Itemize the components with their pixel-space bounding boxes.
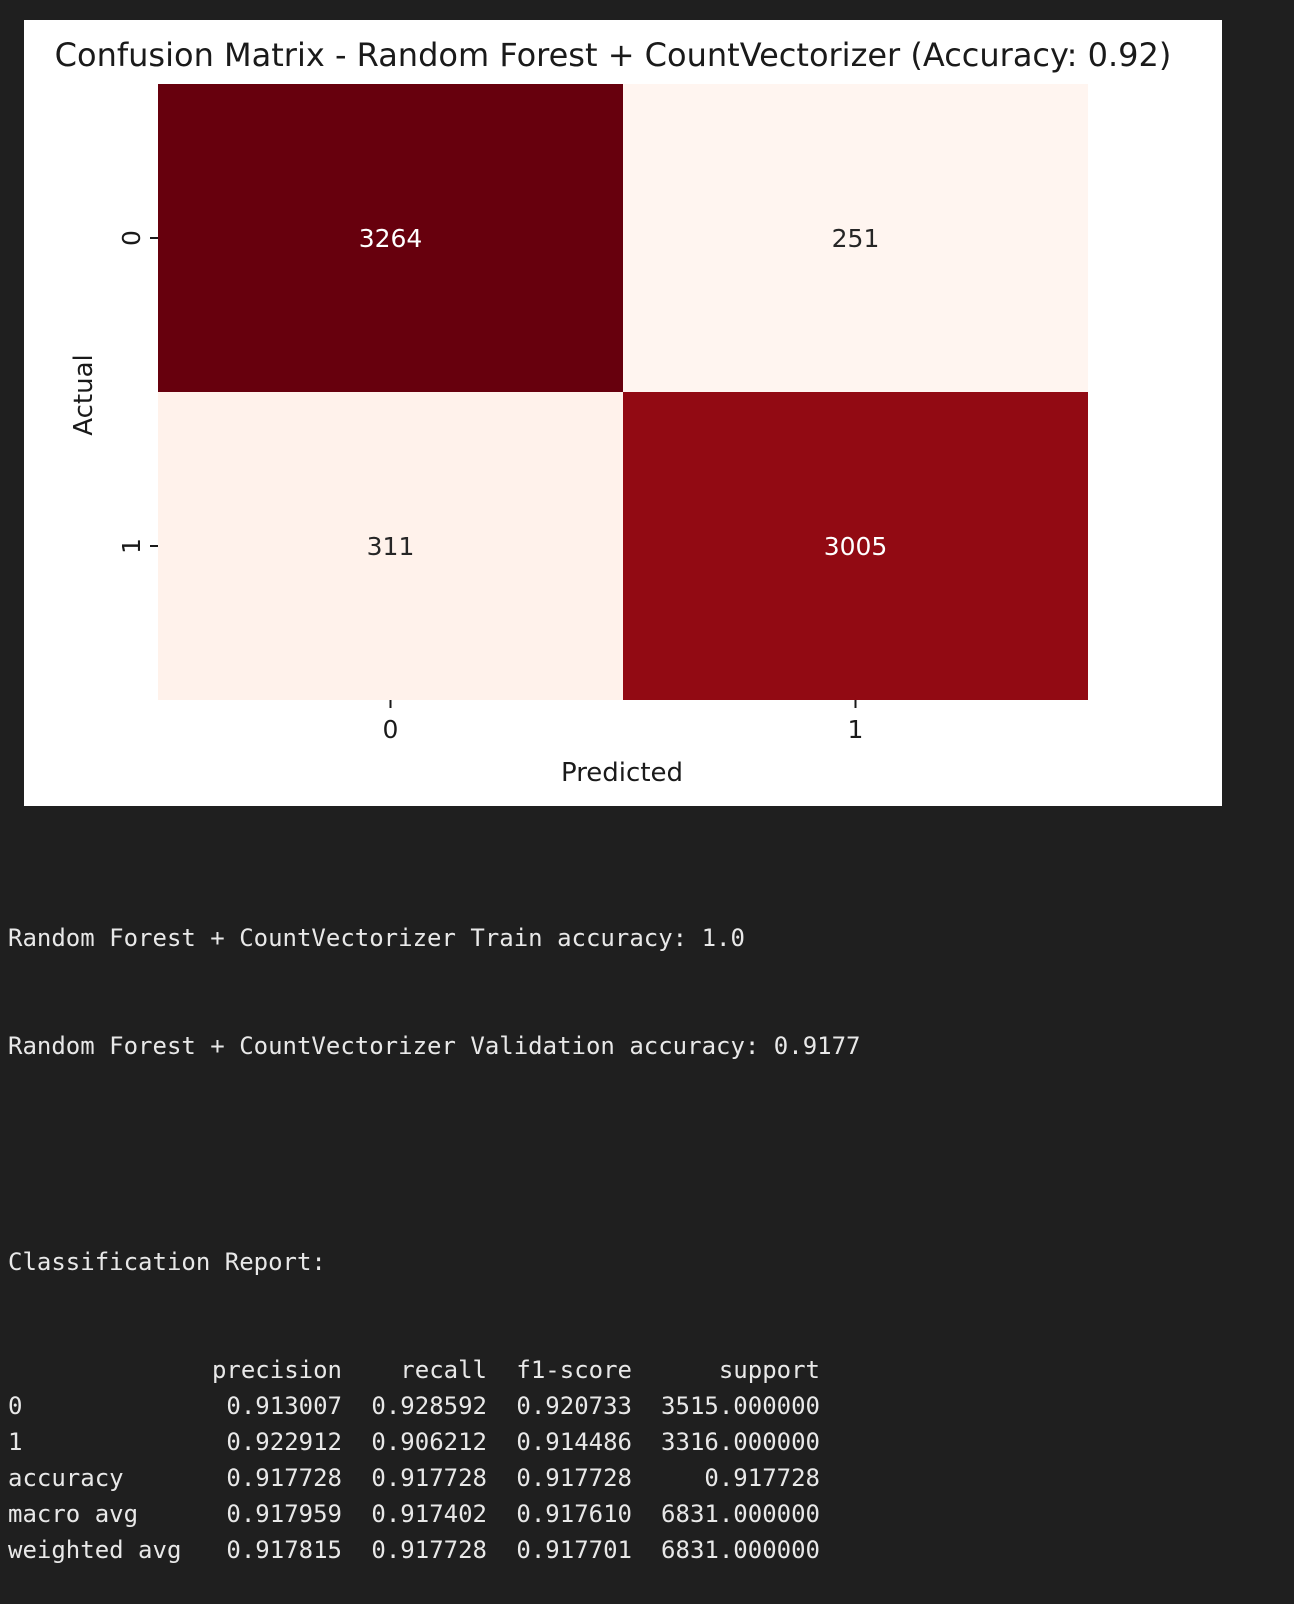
precision-value: 0.913007: [226, 1392, 342, 1420]
report-row: macro avg 0.917959 0.917402 0.917610 683…: [8, 1496, 820, 1532]
support-value: 3515.000000: [661, 1392, 820, 1420]
cell-value-label-r0-c0: 3264: [359, 224, 423, 253]
f1-score-value: 0.917701: [516, 1536, 632, 1564]
cell-value-label-r1-c1: 3005: [824, 532, 888, 561]
report-heading: Classification Report:: [8, 1248, 326, 1276]
support-value: 0.917728: [704, 1464, 820, 1492]
heatmap-cell-r0-c0: [158, 84, 623, 392]
heatmap-cell-r1-c1: [623, 392, 1088, 700]
precision-value: 0.917815: [226, 1536, 342, 1564]
row-label: weighted avg: [8, 1536, 182, 1564]
recall-value: 0.917728: [371, 1536, 487, 1564]
recall-value: 0.917728: [371, 1464, 487, 1492]
report-row: weighted avg 0.917815 0.917728 0.917701 …: [8, 1532, 820, 1568]
precision-value: 0.922912: [226, 1428, 342, 1456]
train-accuracy-line: Random Forest + CountVectorizer Train ac…: [8, 924, 745, 952]
report-row: 0 0.913007 0.928592 0.920733 3515.000000: [8, 1388, 820, 1424]
column-header-f1-score: f1-score: [516, 1356, 632, 1384]
cell-value-label-r0-c1: 251: [832, 224, 880, 253]
recall-value: 0.928592: [371, 1392, 487, 1420]
console-output: Random Forest + CountVectorizer Train ac…: [8, 848, 1288, 1604]
row-label: 0: [8, 1392, 23, 1420]
column-header-precision: precision: [211, 1356, 342, 1384]
blank-line: [8, 1136, 1288, 1172]
classification-report-table: precision recall f1-score support 0 0.91…: [8, 1352, 820, 1568]
recall-value: 0.917402: [371, 1500, 487, 1528]
precision-value: 0.917959: [226, 1500, 342, 1528]
f1-score-value: 0.914486: [516, 1428, 632, 1456]
recall-value: 0.906212: [371, 1428, 487, 1456]
report-corner: [8, 1352, 210, 1388]
y-tick-label: 0: [117, 230, 146, 246]
x-tick-label: 0: [383, 715, 399, 744]
chart-title: Confusion Matrix - Random Forest + Count…: [55, 36, 1172, 74]
support-value: 3316.000000: [661, 1428, 820, 1456]
column-header-support: support: [718, 1356, 820, 1384]
support-value: 6831.000000: [661, 1536, 820, 1564]
y-tick-label: 1: [117, 538, 146, 554]
precision-value: 0.917728: [226, 1464, 342, 1492]
report-header-row: precision recall f1-score support: [8, 1352, 820, 1388]
f1-score-value: 0.917610: [516, 1500, 632, 1528]
y-axis-label: Actual: [69, 354, 99, 435]
row-label: accuracy: [8, 1464, 124, 1492]
confusion-matrix-chart: Confusion Matrix - Random Forest + Count…: [55, 36, 1172, 788]
x-axis-label: Predicted: [561, 758, 683, 788]
f1-score-value: 0.917728: [516, 1464, 632, 1492]
report-row: 1 0.922912 0.906212 0.914486 3316.000000: [8, 1424, 820, 1460]
x-tick-label: 1: [848, 715, 864, 744]
f1-score-value: 0.920733: [516, 1392, 632, 1420]
report-row: accuracy 0.917728 0.917728 0.917728 0.91…: [8, 1460, 820, 1496]
support-value: 6831.000000: [661, 1500, 820, 1528]
cell-value-label-r1-c0: 311: [367, 532, 415, 561]
row-label: macro avg: [8, 1500, 139, 1528]
row-label: 1: [8, 1428, 23, 1456]
validation-accuracy-line: Random Forest + CountVectorizer Validati…: [8, 1032, 861, 1060]
confusion-matrix-figure: Confusion Matrix - Random Forest + Count…: [24, 20, 1222, 806]
heatmap-cell-r0-c1: [623, 84, 1088, 392]
column-header-recall: recall: [400, 1356, 487, 1384]
heatmap-cell-r1-c0: [158, 392, 623, 700]
